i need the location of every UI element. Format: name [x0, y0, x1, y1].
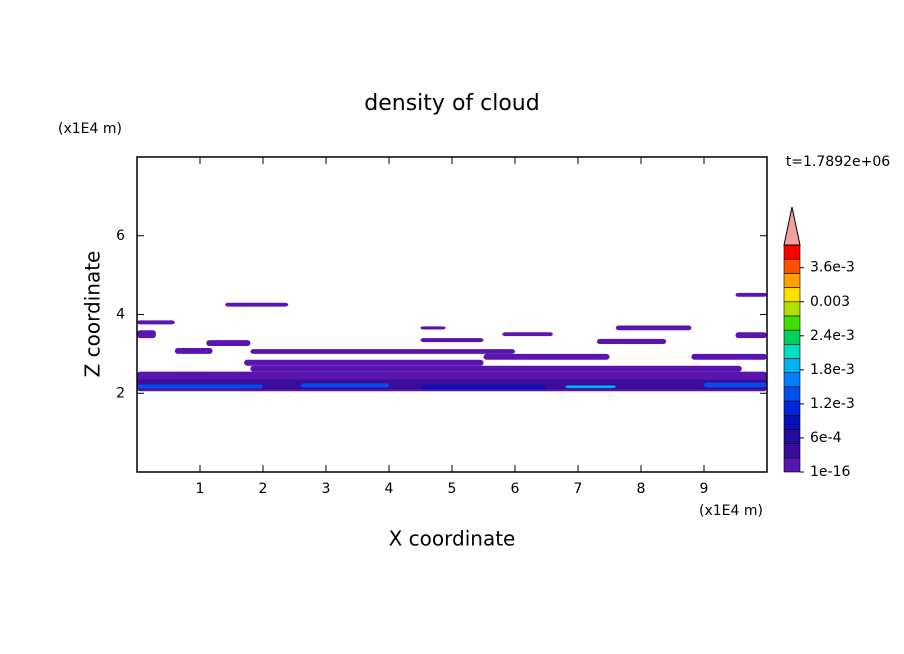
- colorbar-swatch: [783, 414, 801, 430]
- colorbar-label: 6e-4: [810, 430, 842, 446]
- contour-region: [483, 353, 610, 360]
- colorbar-swatch: [783, 358, 801, 373]
- colorbar-label: 1.2e-3: [810, 396, 855, 412]
- x-tick-label: 8: [637, 481, 646, 497]
- x-axis-label: X coordinate: [389, 527, 516, 551]
- x-tick-label: 9: [700, 481, 709, 497]
- x-tick-label: 1: [196, 481, 205, 497]
- contour-region: [704, 382, 767, 388]
- colorbar-label: 2.4e-3: [810, 328, 855, 344]
- colorbar-label: 3.6e-3: [810, 260, 855, 276]
- contour-region: [502, 332, 553, 337]
- contour-region: [691, 353, 767, 360]
- y-tick-label: 2: [116, 385, 125, 401]
- colorbar-label: 0.003: [810, 294, 850, 310]
- colorbar-swatch: [783, 443, 801, 459]
- contour-region: [137, 320, 175, 325]
- contour-region: [206, 340, 251, 346]
- time-label: t=1.7892e+06: [786, 154, 890, 170]
- colorbar-swatch: [783, 301, 801, 317]
- y-axis-label: Z coordinate: [81, 251, 105, 378]
- colorbar-swatch: [783, 273, 801, 288]
- y-tick-label: 6: [116, 228, 125, 244]
- colorbar-swatch: [783, 372, 801, 388]
- x-tick-label: 6: [511, 481, 520, 497]
- colorbar-swatch: [783, 386, 801, 402]
- contour-region: [250, 349, 515, 354]
- plot-frame: [136, 156, 768, 473]
- colorbar-swatch: [783, 287, 801, 303]
- y-unit: (x1E4 m): [58, 121, 122, 137]
- colorbar-swatch: [783, 329, 801, 345]
- contour-region: [565, 385, 616, 389]
- colorbar-label: 1.8e-3: [810, 362, 855, 378]
- contour-region: [137, 384, 263, 389]
- contour-region: [420, 338, 484, 343]
- contour-region: [596, 338, 667, 345]
- colorbar-swatch: [783, 258, 801, 274]
- contour-region: [615, 325, 692, 331]
- x-tick-label: 7: [574, 481, 583, 497]
- colorbar-swatch: [783, 315, 801, 331]
- contour-region: [250, 365, 742, 372]
- chart-title: density of cloud: [364, 91, 539, 116]
- x-tick-label: 5: [448, 481, 457, 497]
- contour-region: [174, 347, 213, 354]
- colorbar-label: 1e-16: [810, 464, 850, 480]
- colorbar-extension: [783, 206, 801, 246]
- colorbar-swatch: [783, 244, 801, 260]
- contour-region: [300, 383, 389, 388]
- colorbar-swatch: [783, 400, 801, 416]
- contour-region: [137, 330, 156, 339]
- contour-region: [225, 302, 289, 307]
- x-tick-label: 3: [322, 481, 331, 497]
- colorbar-swatch: [783, 457, 801, 473]
- y-tick-label: 4: [116, 307, 125, 323]
- colorbar-swatch: [783, 429, 801, 444]
- contour-region: [420, 385, 547, 390]
- x-tick-label: 2: [259, 481, 268, 497]
- x-unit: (x1E4 m): [699, 503, 763, 519]
- colorbar-swatch: [783, 344, 801, 359]
- contour-region: [735, 332, 767, 339]
- contour-region: [735, 292, 767, 297]
- contour-region: [420, 326, 446, 330]
- x-tick-label: 4: [385, 481, 394, 497]
- contour-region: [244, 359, 484, 366]
